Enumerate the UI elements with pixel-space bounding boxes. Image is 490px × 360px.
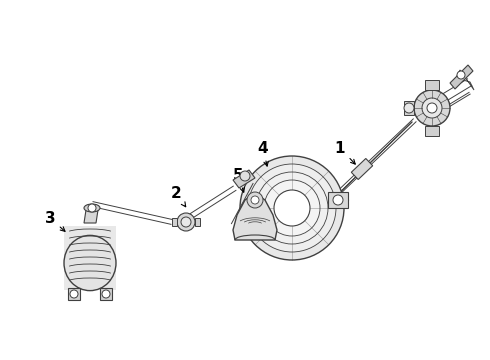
Polygon shape <box>233 170 255 188</box>
Circle shape <box>177 213 195 231</box>
Polygon shape <box>450 65 473 89</box>
Circle shape <box>70 290 78 298</box>
Text: 4: 4 <box>258 140 269 166</box>
Circle shape <box>264 180 320 236</box>
Polygon shape <box>84 210 98 223</box>
Polygon shape <box>404 101 414 115</box>
Ellipse shape <box>64 235 116 291</box>
Circle shape <box>240 171 250 181</box>
Circle shape <box>240 156 344 260</box>
Circle shape <box>248 164 336 252</box>
Text: 3: 3 <box>45 211 65 231</box>
Circle shape <box>181 217 191 227</box>
Circle shape <box>457 71 465 79</box>
Circle shape <box>422 98 442 118</box>
Circle shape <box>102 290 110 298</box>
Circle shape <box>414 90 450 126</box>
Ellipse shape <box>84 204 100 212</box>
Circle shape <box>333 195 343 205</box>
Circle shape <box>427 103 437 113</box>
Text: 1: 1 <box>335 140 355 164</box>
Polygon shape <box>425 126 439 136</box>
Text: 2: 2 <box>171 185 186 207</box>
Circle shape <box>404 103 414 113</box>
Circle shape <box>251 196 259 204</box>
Polygon shape <box>195 218 200 226</box>
Polygon shape <box>456 70 474 90</box>
Polygon shape <box>64 226 116 290</box>
Text: 5: 5 <box>233 167 245 192</box>
Circle shape <box>247 192 263 208</box>
Circle shape <box>274 190 310 226</box>
Circle shape <box>256 172 328 244</box>
Polygon shape <box>100 288 112 300</box>
Polygon shape <box>328 192 348 208</box>
Polygon shape <box>233 193 277 240</box>
Circle shape <box>88 204 96 212</box>
Polygon shape <box>425 80 439 90</box>
Polygon shape <box>351 158 373 180</box>
Polygon shape <box>68 288 80 300</box>
Polygon shape <box>172 218 177 226</box>
